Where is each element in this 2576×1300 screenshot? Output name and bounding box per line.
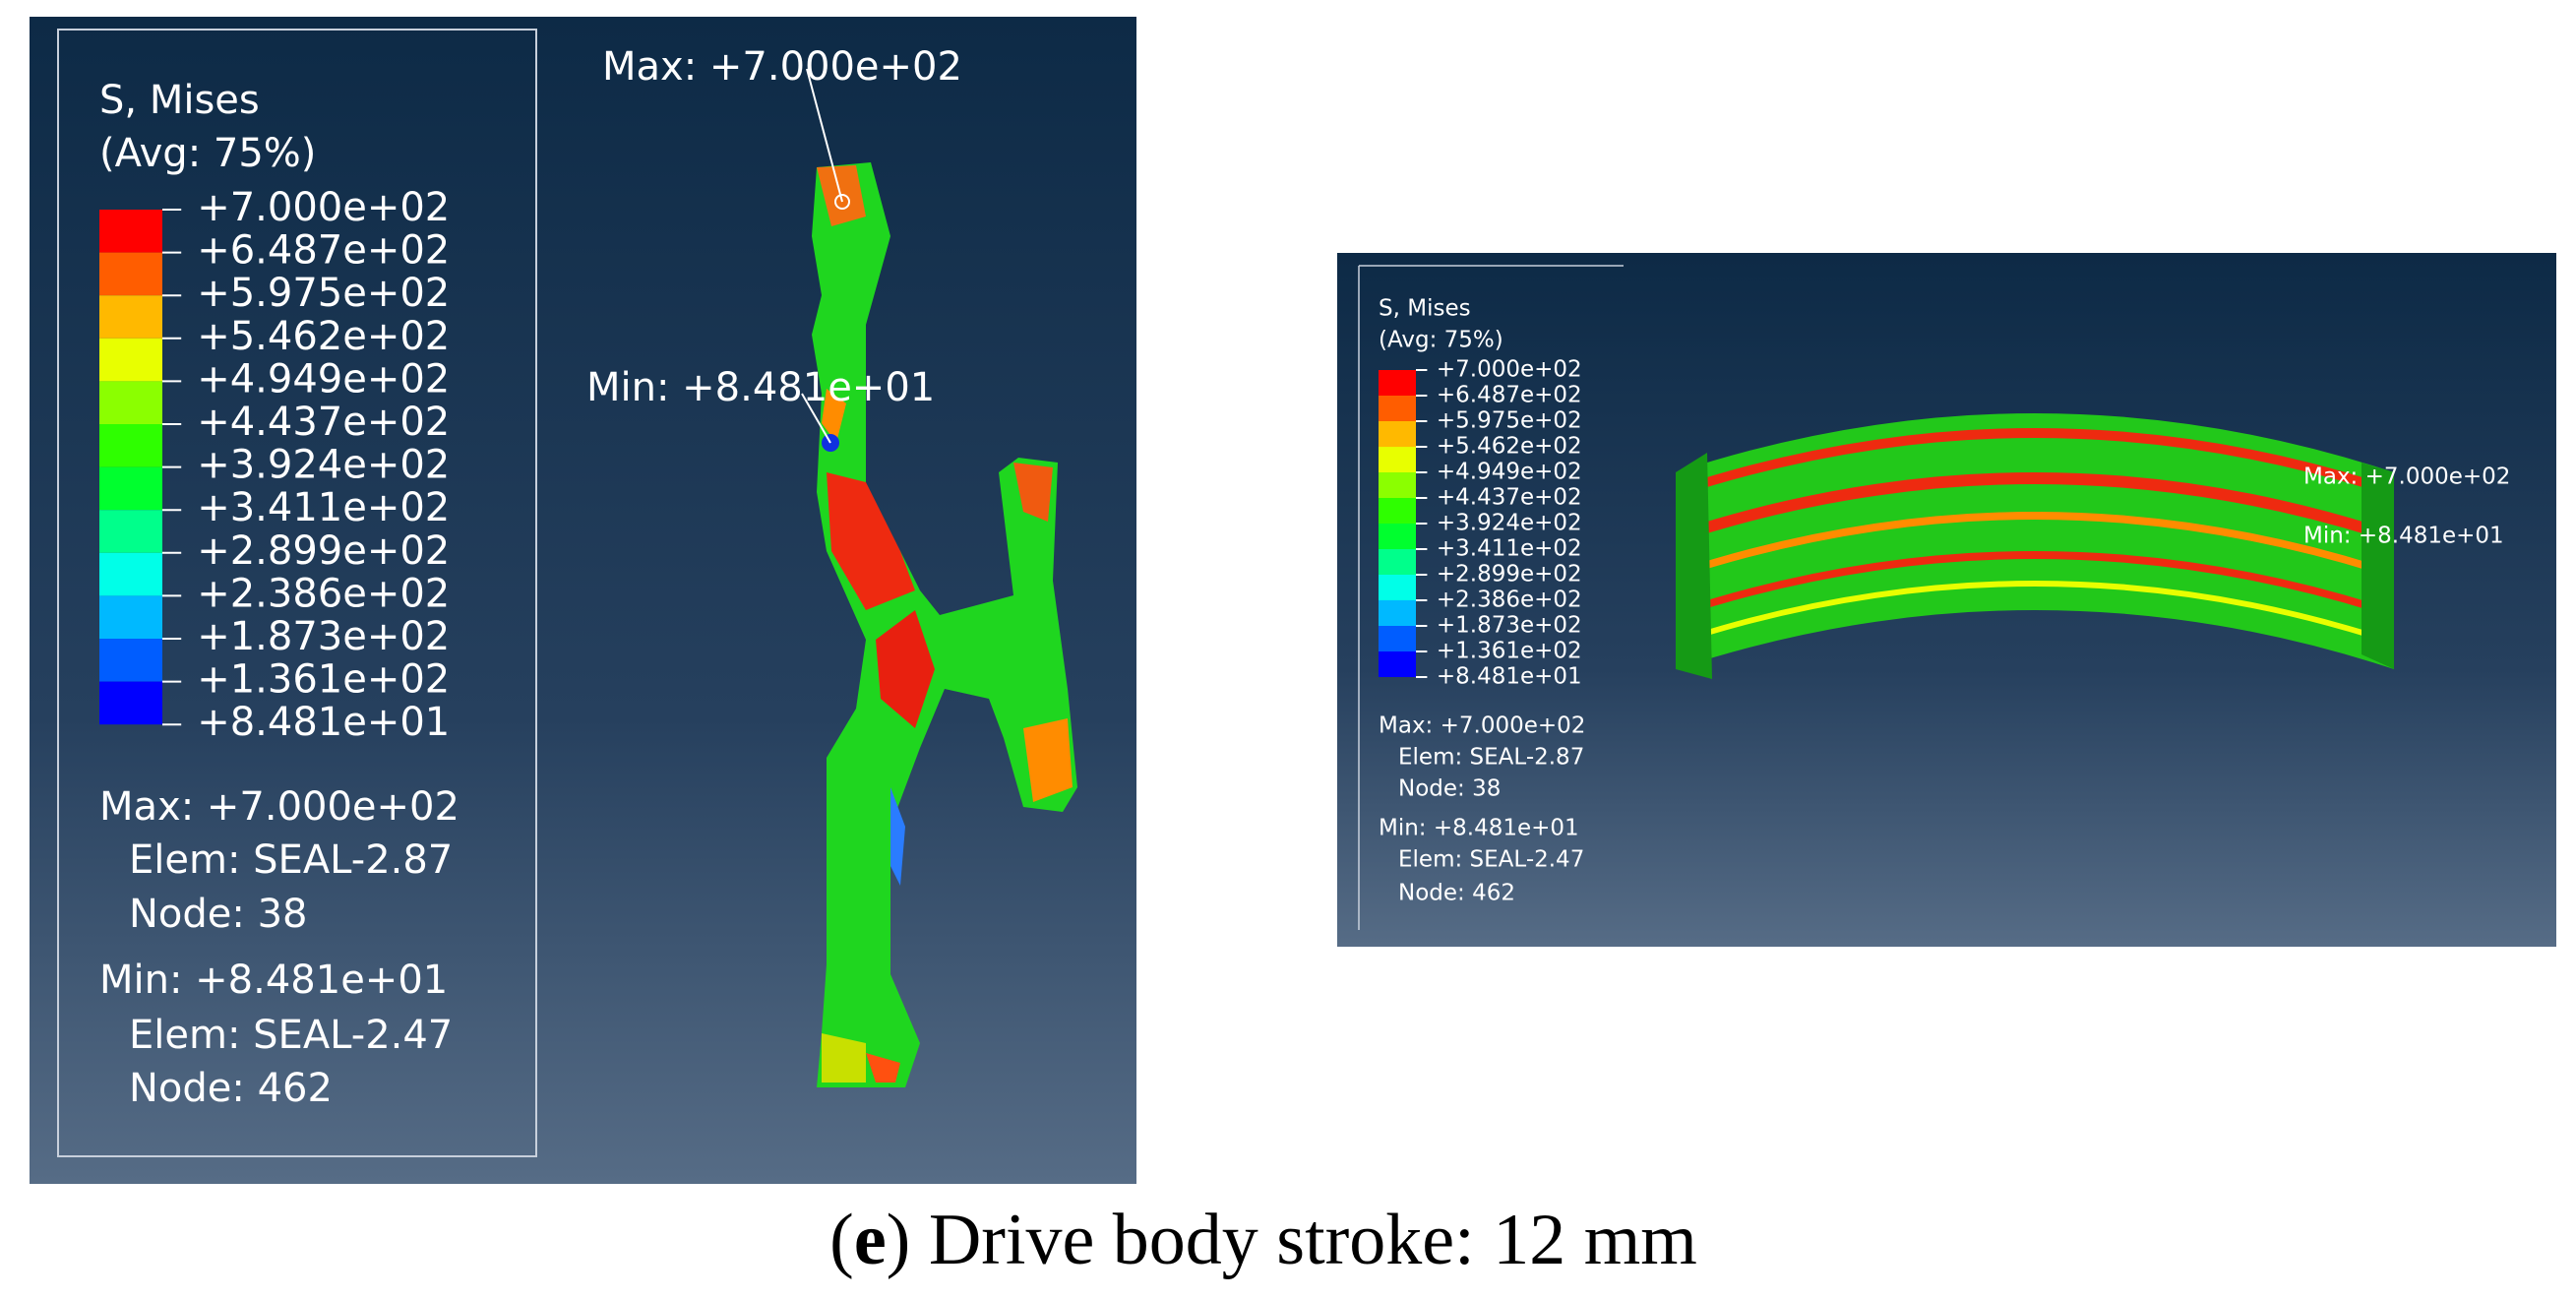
min-info: Min: +8.481e+01 [99, 958, 448, 1003]
legend-label: +8.481e+01 [1437, 664, 1582, 690]
legend-swatch [99, 381, 162, 424]
min-elem: Elem: SEAL-2.47 [129, 1013, 453, 1058]
max-info: Max: +7.000e+02 [99, 784, 460, 830]
legend-label: +3.411e+02 [197, 485, 450, 530]
legend-swatch [99, 510, 162, 553]
legend-swatch [1379, 626, 1416, 651]
min-node: Node: 462 [1398, 881, 1515, 906]
max-annotation: Max: +7.000e+02 [2303, 464, 2510, 490]
min-leader [801, 393, 831, 444]
legend-swatch [1379, 370, 1416, 396]
max-node: Node: 38 [129, 892, 307, 937]
legend-label: +6.487e+02 [1437, 383, 1582, 408]
legend-swatch [1379, 549, 1416, 575]
left-viewport [30, 17, 1136, 1184]
legend-swatch [1379, 472, 1416, 498]
legend-label: +3.924e+02 [1437, 511, 1582, 536]
legend-swatch [1379, 498, 1416, 524]
max-marker [834, 194, 850, 210]
legend-label: +4.437e+02 [197, 400, 450, 445]
legend-swatch [1379, 421, 1416, 447]
legend-swatch [99, 338, 162, 382]
legend-label: +8.481e+01 [197, 700, 450, 745]
max-elem: Elem: SEAL-2.87 [129, 837, 453, 883]
max-info: Max: +7.000e+02 [1379, 713, 1585, 739]
legend-label: +1.873e+02 [197, 614, 450, 659]
max-elem: Elem: SEAL-2.87 [1398, 745, 1584, 771]
legend-label: +3.411e+02 [1437, 536, 1582, 562]
min-annotation: Min: +8.481e+01 [2303, 524, 2504, 549]
min-elem: Elem: SEAL-2.47 [1398, 847, 1584, 873]
legend-swatch [99, 424, 162, 467]
caption-open: ( [829, 1200, 854, 1280]
legend-swatch [1379, 651, 1416, 677]
legend-swatch [1379, 396, 1416, 421]
legend-label: +5.462e+02 [1437, 434, 1582, 460]
legend-label: +5.975e+02 [1437, 408, 1582, 434]
legend-label: +2.899e+02 [197, 528, 450, 574]
legend-label: +5.975e+02 [197, 271, 450, 316]
legend-swatch [99, 252, 162, 296]
legend-label: +2.386e+02 [1437, 588, 1582, 613]
min-info: Min: +8.481e+01 [1379, 816, 1579, 841]
max-node: Node: 38 [1398, 776, 1501, 802]
legend-label: +1.873e+02 [1437, 613, 1582, 639]
min-node: Node: 462 [129, 1066, 333, 1111]
legend-label: +1.361e+02 [197, 657, 450, 703]
caption: (e) Drive body stroke: 12 mm [829, 1200, 1697, 1280]
legend-swatch [1379, 447, 1416, 472]
caption-label: e [854, 1200, 887, 1280]
legend-label: +4.949e+02 [1437, 460, 1582, 485]
max-annotation: Max: +7.000e+02 [602, 44, 962, 90]
max-leader [806, 68, 843, 203]
legend-swatch [99, 466, 162, 511]
legend: +7.000e+02+6.487e+02+5.975e+02+5.462e+02… [1379, 357, 1582, 690]
legend-label: +2.899e+02 [1437, 562, 1582, 588]
legend-subtitle: (Avg: 75%) [99, 131, 316, 176]
legend-swatch [1379, 524, 1416, 549]
legend-swatch [99, 210, 162, 253]
legend-label: +4.949e+02 [197, 356, 450, 402]
legend-swatch [99, 552, 162, 596]
min-annotation: Min: +8.481e+01 [586, 365, 935, 410]
legend-swatch [99, 639, 162, 682]
legend-frame [57, 29, 537, 1157]
legend-label: +3.924e+02 [197, 443, 450, 488]
legend-title: S, Mises [99, 78, 260, 123]
legend-label: +5.462e+02 [197, 314, 450, 359]
legend-swatch [1379, 600, 1416, 626]
legend-label: +6.487e+02 [197, 228, 450, 274]
seal-ring [1676, 413, 2394, 679]
legend-label: +2.386e+02 [197, 571, 450, 616]
legend-swatch [1379, 575, 1416, 600]
legend: +7.000e+02+6.487e+02+5.975e+02+5.462e+02… [99, 185, 450, 745]
legend-label: +4.437e+02 [1437, 485, 1582, 511]
legend-subtitle: (Avg: 75%) [1379, 328, 1503, 353]
legend-label: +1.361e+02 [1437, 639, 1582, 664]
legend-label: +7.000e+02 [1437, 357, 1582, 383]
legend-label: +7.000e+02 [197, 185, 450, 230]
caption-text: ) Drive body stroke: 12 mm [887, 1200, 1697, 1280]
legend-swatch [99, 295, 162, 339]
legend-swatch [99, 595, 162, 639]
legend-title: S, Mises [1379, 296, 1471, 322]
legend-swatch [99, 681, 162, 725]
